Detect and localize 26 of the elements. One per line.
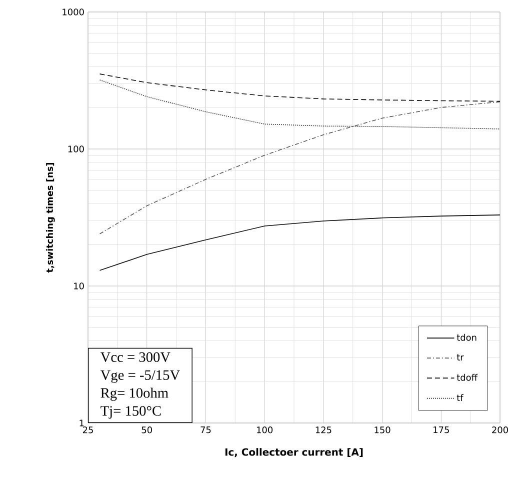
line-series [99,74,500,102]
x-tick-label: 50 [142,426,152,434]
x-tick-label: 25 [82,426,93,434]
line-series [99,80,500,130]
annotation: Vcc = 300V [100,352,170,362]
y-tick-label: 10 [74,282,84,290]
y-tick-label: 1000 [62,8,84,16]
legend-label: tdon [456,334,476,341]
line-series [99,214,500,271]
annotation: Vge = -5/15V [100,370,180,383]
x-tick-label: 125 [316,426,332,434]
y-axis-title: t,switching times [ns] [46,162,55,273]
x-tick-label: 175 [434,426,449,434]
x-axis-title: Ic, Collectoer current [A] [225,448,363,458]
y-tick-label: 100 [68,146,84,152]
annotation: Tj= 150°C [100,406,161,419]
x-tick-label: 100 [257,426,273,434]
y-tick-label: 1 [80,420,84,426]
legend-label: tf [456,394,464,401]
line-series [99,101,500,234]
legend-label: tr [456,354,464,360]
annotation: Rg= 10ohm [100,388,168,401]
x-tick-label: 150 [374,426,390,434]
x-tick-label: 200 [492,426,508,434]
legend-label: tdoff [456,374,478,381]
x-tick-label: 75 [200,426,211,434]
